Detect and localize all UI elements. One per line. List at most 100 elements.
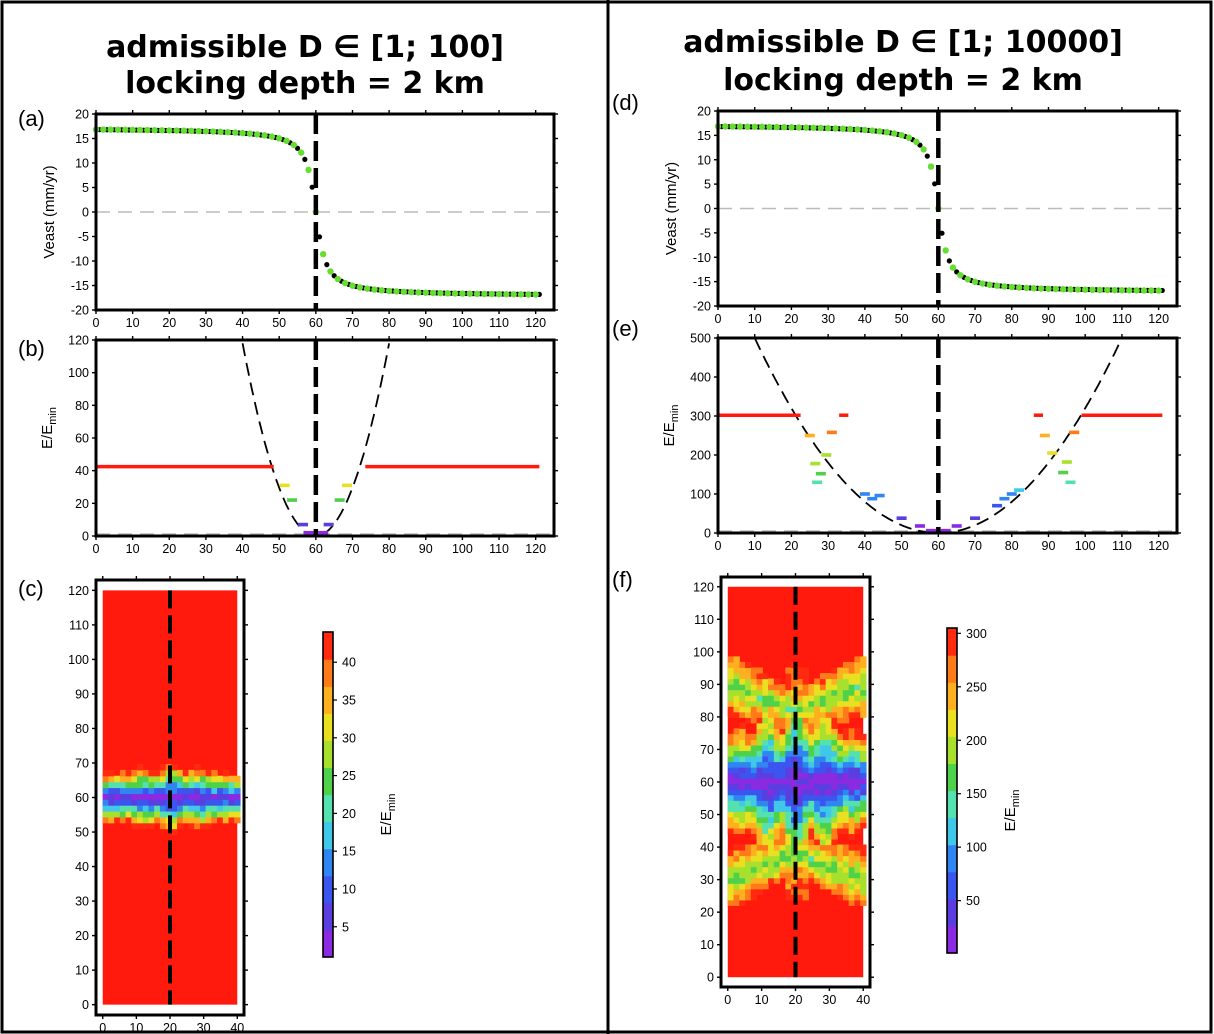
misfit-cell	[727, 733, 735, 740]
misfit-cell	[137, 764, 144, 771]
misfit-cell	[808, 838, 815, 846]
misfit-cell	[119, 769, 127, 777]
x-tick-label: 20	[784, 312, 798, 326]
y-tick-label: 40	[700, 841, 714, 855]
misfit-cell	[825, 789, 832, 796]
misfit-cell	[860, 678, 867, 685]
misfit-point	[804, 433, 815, 438]
misfit-cell	[739, 778, 746, 785]
misfit-cell	[762, 695, 769, 702]
misfit-cell	[768, 811, 775, 818]
panel-label-e: (e)	[612, 316, 639, 341]
misfit-cell	[785, 783, 792, 790]
misfit-cell	[756, 861, 763, 868]
misfit-cell	[234, 805, 241, 812]
right-title-line1: admissible D ∈ [1; 10000]	[683, 25, 1123, 60]
misfit-cell	[756, 717, 763, 724]
misfit-cell	[733, 700, 740, 707]
misfit-cell	[814, 755, 821, 763]
x-tick-label: 10	[126, 316, 140, 330]
misfit-cell	[762, 755, 769, 763]
misfit-cell	[837, 805, 844, 812]
misfit-cell	[848, 789, 856, 796]
colorbar-tick-label: 35	[342, 694, 356, 708]
y-tick-label: 0	[82, 530, 89, 544]
colorbar-tick-label: 20	[342, 807, 356, 821]
misfit-cell	[222, 810, 230, 818]
misfit-cell	[825, 733, 832, 740]
misfit-cell	[825, 722, 832, 729]
colorbar-tick-label: 300	[966, 627, 987, 641]
x-tick-label: 50	[272, 316, 286, 330]
misfit-cell	[802, 850, 809, 857]
x-tick-label: 40	[230, 1021, 244, 1034]
misfit-cell	[131, 787, 138, 794]
misfit-cell	[831, 805, 838, 812]
misfit-cell	[796, 711, 804, 718]
misfit-cell	[194, 787, 201, 794]
model-point	[1045, 285, 1052, 292]
misfit-cell	[842, 761, 850, 768]
model-point	[1067, 286, 1074, 293]
misfit-cell	[727, 695, 735, 702]
misfit-cell	[228, 810, 235, 818]
misfit-cell	[773, 822, 781, 829]
misfit-cell	[825, 761, 832, 768]
misfit-cell	[842, 755, 850, 763]
misfit-cell	[194, 799, 201, 806]
misfit-cell	[785, 767, 792, 774]
model-point	[729, 123, 736, 130]
y-tick-label: 20	[697, 105, 711, 119]
misfit-cell	[125, 810, 132, 818]
misfit-cell	[848, 767, 856, 774]
misfit-cell	[119, 775, 127, 783]
misfit-cell	[756, 855, 763, 862]
misfit-cell	[796, 706, 804, 713]
misfit-cell	[791, 728, 798, 735]
misfit-cell	[727, 783, 735, 790]
misfit-cell	[177, 822, 184, 830]
model-point	[217, 128, 224, 136]
misfit-cell	[768, 866, 775, 873]
misfit-cell	[171, 775, 178, 783]
misfit-cell	[785, 794, 792, 801]
misfit-cell	[831, 789, 838, 796]
misfit-cell	[750, 783, 758, 790]
misfit-cell	[228, 787, 235, 794]
misfit-cell	[848, 816, 856, 823]
misfit-cell	[802, 811, 809, 818]
misfit-cell	[773, 811, 781, 818]
misfit-cell	[802, 772, 809, 779]
misfit-cell	[194, 805, 201, 812]
left-title-line1: admissible D ∈ [1; 100]	[106, 30, 504, 65]
model-point	[437, 289, 444, 297]
model-point	[517, 291, 525, 298]
model-point	[393, 288, 400, 295]
misfit-cell	[211, 769, 218, 777]
misfit-cell	[159, 781, 167, 789]
misfit-cell	[750, 689, 758, 696]
misfit-cell	[182, 769, 190, 777]
model-point	[144, 126, 151, 134]
misfit-cell	[854, 877, 861, 884]
misfit-cell	[854, 678, 861, 685]
misfit-cell	[768, 816, 775, 823]
model-point	[824, 125, 832, 132]
model-point	[114, 126, 122, 133]
misfit-cell	[785, 678, 792, 685]
misfit-cell	[837, 855, 844, 862]
model-point	[788, 124, 795, 131]
misfit-cell	[745, 855, 752, 862]
misfit-cell	[217, 787, 224, 794]
misfit-cell	[825, 872, 832, 879]
misfit-cell	[854, 733, 861, 740]
misfit-cell	[831, 700, 838, 707]
misfit-cell	[860, 772, 867, 779]
misfit-cell	[825, 744, 832, 752]
misfit-cell	[762, 672, 769, 680]
misfit-cell	[842, 827, 850, 835]
misfit-cell	[119, 816, 127, 824]
misfit-cell	[779, 695, 786, 702]
misfit-cell	[837, 750, 844, 757]
misfit-cell	[819, 855, 827, 862]
